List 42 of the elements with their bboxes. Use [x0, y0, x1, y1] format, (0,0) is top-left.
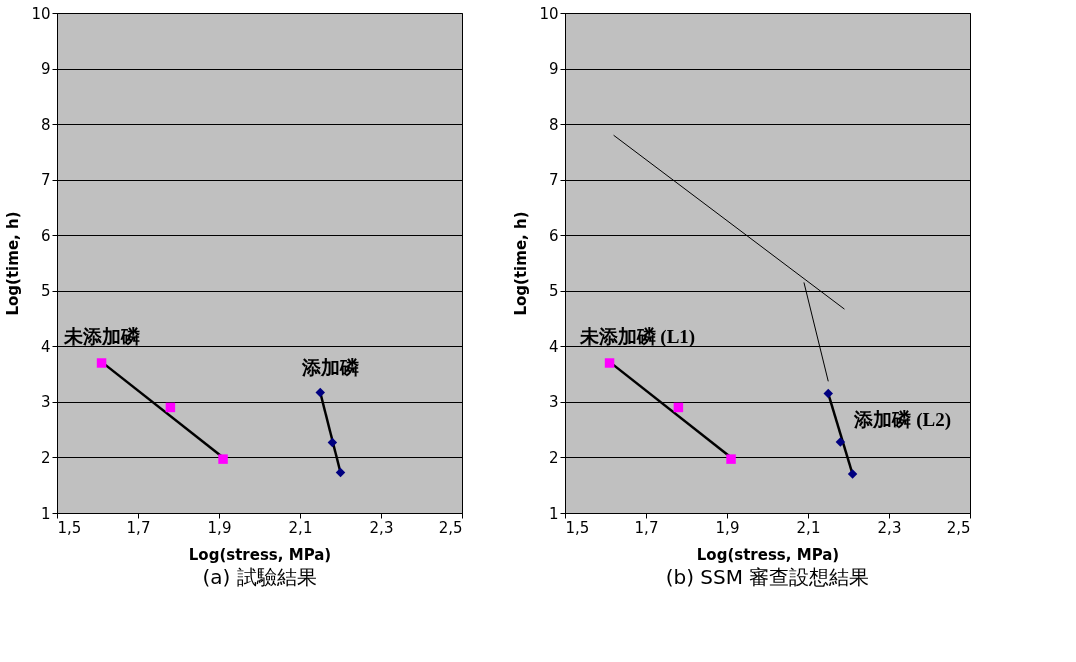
x-tick-label: 1,7: [634, 518, 659, 537]
x-tick-label: 1,5: [565, 518, 590, 537]
y-tick-label: 4: [548, 337, 559, 356]
x-tick-label: 1,9: [207, 518, 232, 537]
y-tick-label: 2: [40, 448, 51, 467]
y-tick-label: 3: [548, 393, 559, 412]
x-tick-label: 2,5: [946, 518, 971, 537]
y-tick-label: 1: [548, 504, 559, 523]
series-label: 未添加磷 (L1): [578, 326, 696, 348]
text: (a) 試驗結果: [202, 565, 317, 589]
x-tick-label: 1,7: [126, 518, 151, 537]
x-tick-label: 2,3: [369, 518, 394, 537]
series-label: 添加磷 (L2): [853, 408, 951, 431]
x-tick-label: 2,3: [877, 518, 902, 537]
y-tick-label: 10: [539, 4, 559, 23]
y-tick-label: 4: [40, 337, 51, 356]
y-tick-label: 3: [40, 393, 51, 412]
x-tick-label: 2,1: [288, 518, 313, 537]
y-tick-label: 9: [40, 60, 51, 79]
series-label: 添加磷: [300, 357, 360, 379]
y-axis-title: Log(time, h): [4, 211, 23, 316]
y-tick-label: 2: [548, 448, 559, 467]
x-tick-label: 2,5: [438, 518, 463, 537]
y-tick-label: 7: [548, 171, 559, 190]
text: (b) SSM 審查設想結果: [665, 565, 870, 589]
y-tick-label: 6: [548, 226, 559, 245]
x-tick-label: 1,9: [715, 518, 740, 537]
y-tick-label: 10: [31, 4, 51, 23]
y-tick-label: 5: [40, 282, 51, 301]
x-axis-title: Log(stress, MPa): [188, 545, 332, 564]
y-tick-label: 7: [40, 171, 51, 190]
y-tick-label: 1: [40, 504, 51, 523]
series-label: 未添加磷: [62, 326, 141, 347]
x-tick-label: 1,5: [57, 518, 82, 537]
y-tick-label: 5: [548, 282, 559, 301]
x-tick-label: 2,1: [796, 518, 821, 537]
x-axis-title: Log(stress, MPa): [696, 545, 840, 564]
y-tick-label: 8: [40, 115, 51, 134]
y-tick-label: 9: [548, 60, 559, 79]
y-axis-title: Log(time, h): [512, 211, 531, 316]
y-tick-label: 6: [40, 226, 51, 245]
y-tick-label: 8: [548, 115, 559, 134]
